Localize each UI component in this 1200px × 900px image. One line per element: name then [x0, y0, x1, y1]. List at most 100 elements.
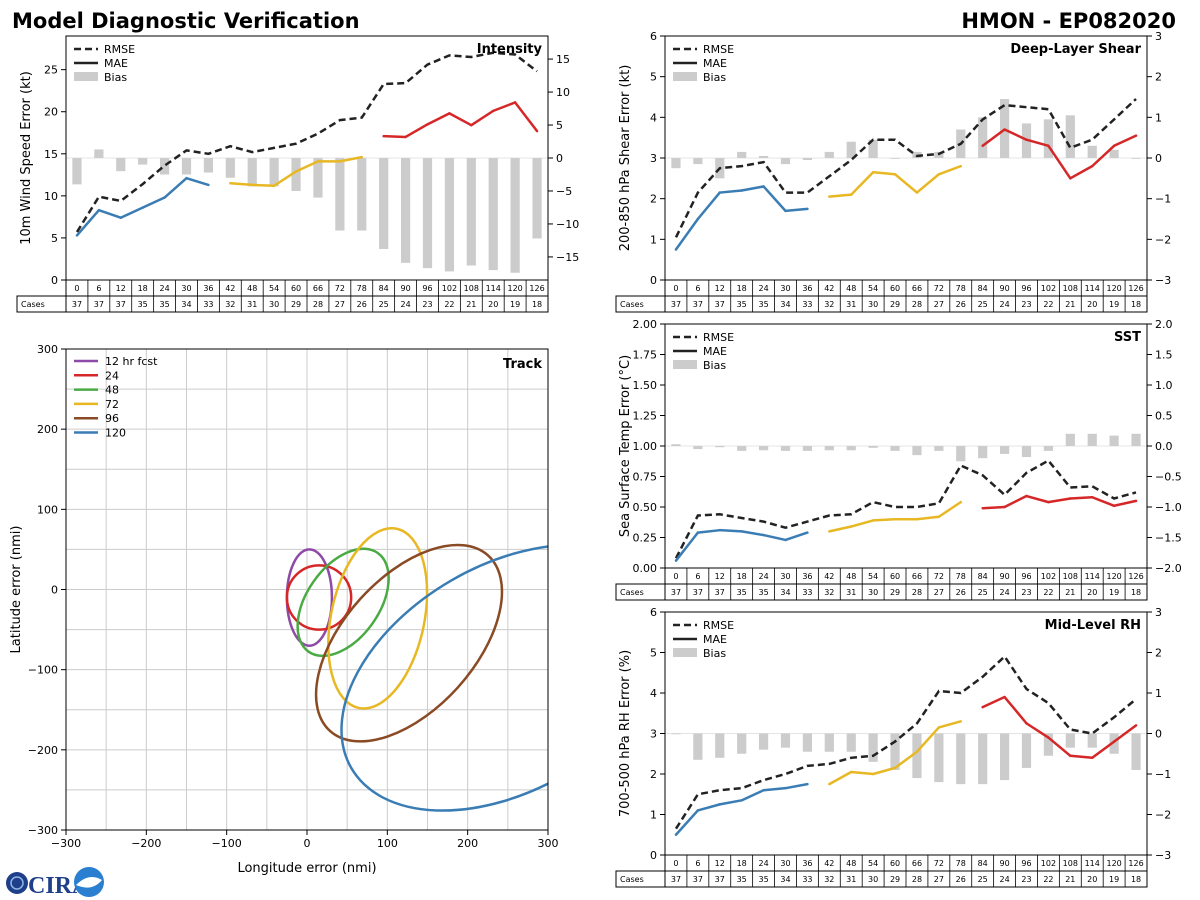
bias-bar	[824, 733, 834, 752]
cases-row	[16, 295, 549, 313]
mae-segment	[696, 528, 722, 534]
case-count: 37	[671, 875, 681, 884]
lead-hour-label: 72	[934, 572, 944, 581]
bias-bar	[890, 446, 900, 451]
case-count: 27	[335, 300, 345, 309]
bias-bar	[225, 158, 235, 178]
y2-tick-label: −1	[1155, 768, 1171, 781]
lead-hour-label: 84	[978, 284, 988, 293]
case-count: 23	[1021, 588, 1031, 597]
lead-hour-label: 78	[956, 572, 966, 581]
globe-ring	[10, 876, 24, 890]
mae-segment	[849, 170, 875, 196]
case-count: 22	[1043, 875, 1053, 884]
mae-segment	[1025, 494, 1050, 504]
bias-bar	[693, 733, 703, 760]
lead-hour-label: 36	[203, 284, 213, 293]
case-count: 30	[868, 588, 878, 597]
bias-bar	[978, 733, 988, 785]
lead-hour-label: 0	[673, 284, 678, 293]
lead-hour-label: 108	[1063, 284, 1078, 293]
y2-tick-label: 0	[1155, 728, 1162, 741]
case-count: 21	[1065, 300, 1075, 309]
bias-bar	[181, 158, 192, 175]
bias-bar	[671, 158, 681, 169]
mae-segment	[448, 112, 473, 127]
case-count: 35	[758, 300, 768, 309]
bias-bar	[737, 151, 747, 158]
lead-hour-label: 102	[1041, 284, 1056, 293]
lead-hour-label: 66	[912, 572, 922, 581]
bias-bar	[671, 733, 681, 735]
track-ellipse-120h	[340, 543, 548, 812]
case-count: 21	[466, 300, 476, 309]
lead-hour-label: 84	[978, 859, 988, 868]
case-count: 37	[715, 588, 725, 597]
case-count: 23	[1021, 300, 1031, 309]
mae-segment	[718, 189, 743, 194]
bias-bar	[715, 446, 725, 448]
lead-hour-label: 24	[159, 284, 169, 293]
bias-bar	[1087, 733, 1097, 748]
case-count: 37	[715, 300, 725, 309]
bias-bar	[890, 158, 900, 159]
legend-bias-swatch	[673, 72, 697, 81]
mae-segment	[185, 176, 210, 187]
bias-bar	[978, 446, 988, 459]
case-count: 29	[890, 875, 900, 884]
lead-hour-label: 60	[291, 284, 301, 293]
x-tick-label: −200	[131, 837, 161, 850]
case-count: 27	[934, 588, 944, 597]
case-count: 31	[846, 588, 856, 597]
lead-hour-label: 72	[335, 284, 345, 293]
case-count: 23	[1021, 875, 1031, 884]
lead-hour-label: 90	[999, 859, 1009, 868]
y2-tick-label: 2.0	[1155, 318, 1173, 331]
case-count: 18	[532, 300, 542, 309]
mae-segment	[404, 123, 429, 139]
mae-segment	[1112, 499, 1138, 508]
cases-label: Cases	[21, 300, 45, 309]
bias-bar	[934, 446, 944, 451]
bias-bar	[846, 141, 856, 158]
legend-bias-swatch	[673, 360, 697, 369]
mae-segment	[1003, 494, 1028, 509]
mae-segment	[1090, 740, 1116, 760]
bias-bar	[1109, 733, 1119, 754]
bias-bar	[758, 446, 769, 451]
lead-hour-label: 90	[999, 284, 1009, 293]
case-count: 27	[934, 300, 944, 309]
lead-hour-label: 90	[400, 284, 410, 293]
lead-hour-label: 114	[486, 284, 501, 293]
bias-bar	[1087, 433, 1097, 446]
y2-tick-label: 0.0	[1155, 440, 1173, 453]
mae-segment	[1025, 138, 1050, 148]
lead-hour-label: 24	[758, 859, 768, 868]
mae-segment	[1069, 164, 1094, 180]
y2-tick-label: −2	[1155, 233, 1171, 246]
case-count: 19	[1109, 588, 1119, 597]
case-count: 26	[956, 300, 966, 309]
lead-hour-label: 48	[846, 859, 856, 868]
mae-segment	[97, 208, 123, 219]
lead-hour-label: 42	[824, 284, 834, 293]
case-count: 37	[693, 588, 703, 597]
y-tick-label: 1.00	[633, 440, 658, 453]
lead-hour-label: 6	[695, 284, 700, 293]
mae-segment	[762, 786, 787, 792]
case-count: 24	[400, 300, 410, 309]
y2-tick-label: −5	[556, 185, 572, 198]
lead-hour-label: 120	[507, 284, 522, 293]
case-count: 34	[181, 300, 191, 309]
mae-segment	[1090, 495, 1116, 508]
case-count: 30	[269, 300, 279, 309]
mae-segment	[762, 533, 787, 542]
y2-tick-label: −0.5	[1155, 471, 1182, 484]
mae-segment	[718, 528, 743, 533]
lead-hour-label: 60	[890, 572, 900, 581]
lead-hour-label: 6	[96, 284, 101, 293]
y2-tick-label: 1	[1155, 687, 1162, 700]
bias-bar	[846, 733, 856, 752]
case-count: 37	[72, 300, 82, 309]
bias-bar	[72, 158, 82, 185]
